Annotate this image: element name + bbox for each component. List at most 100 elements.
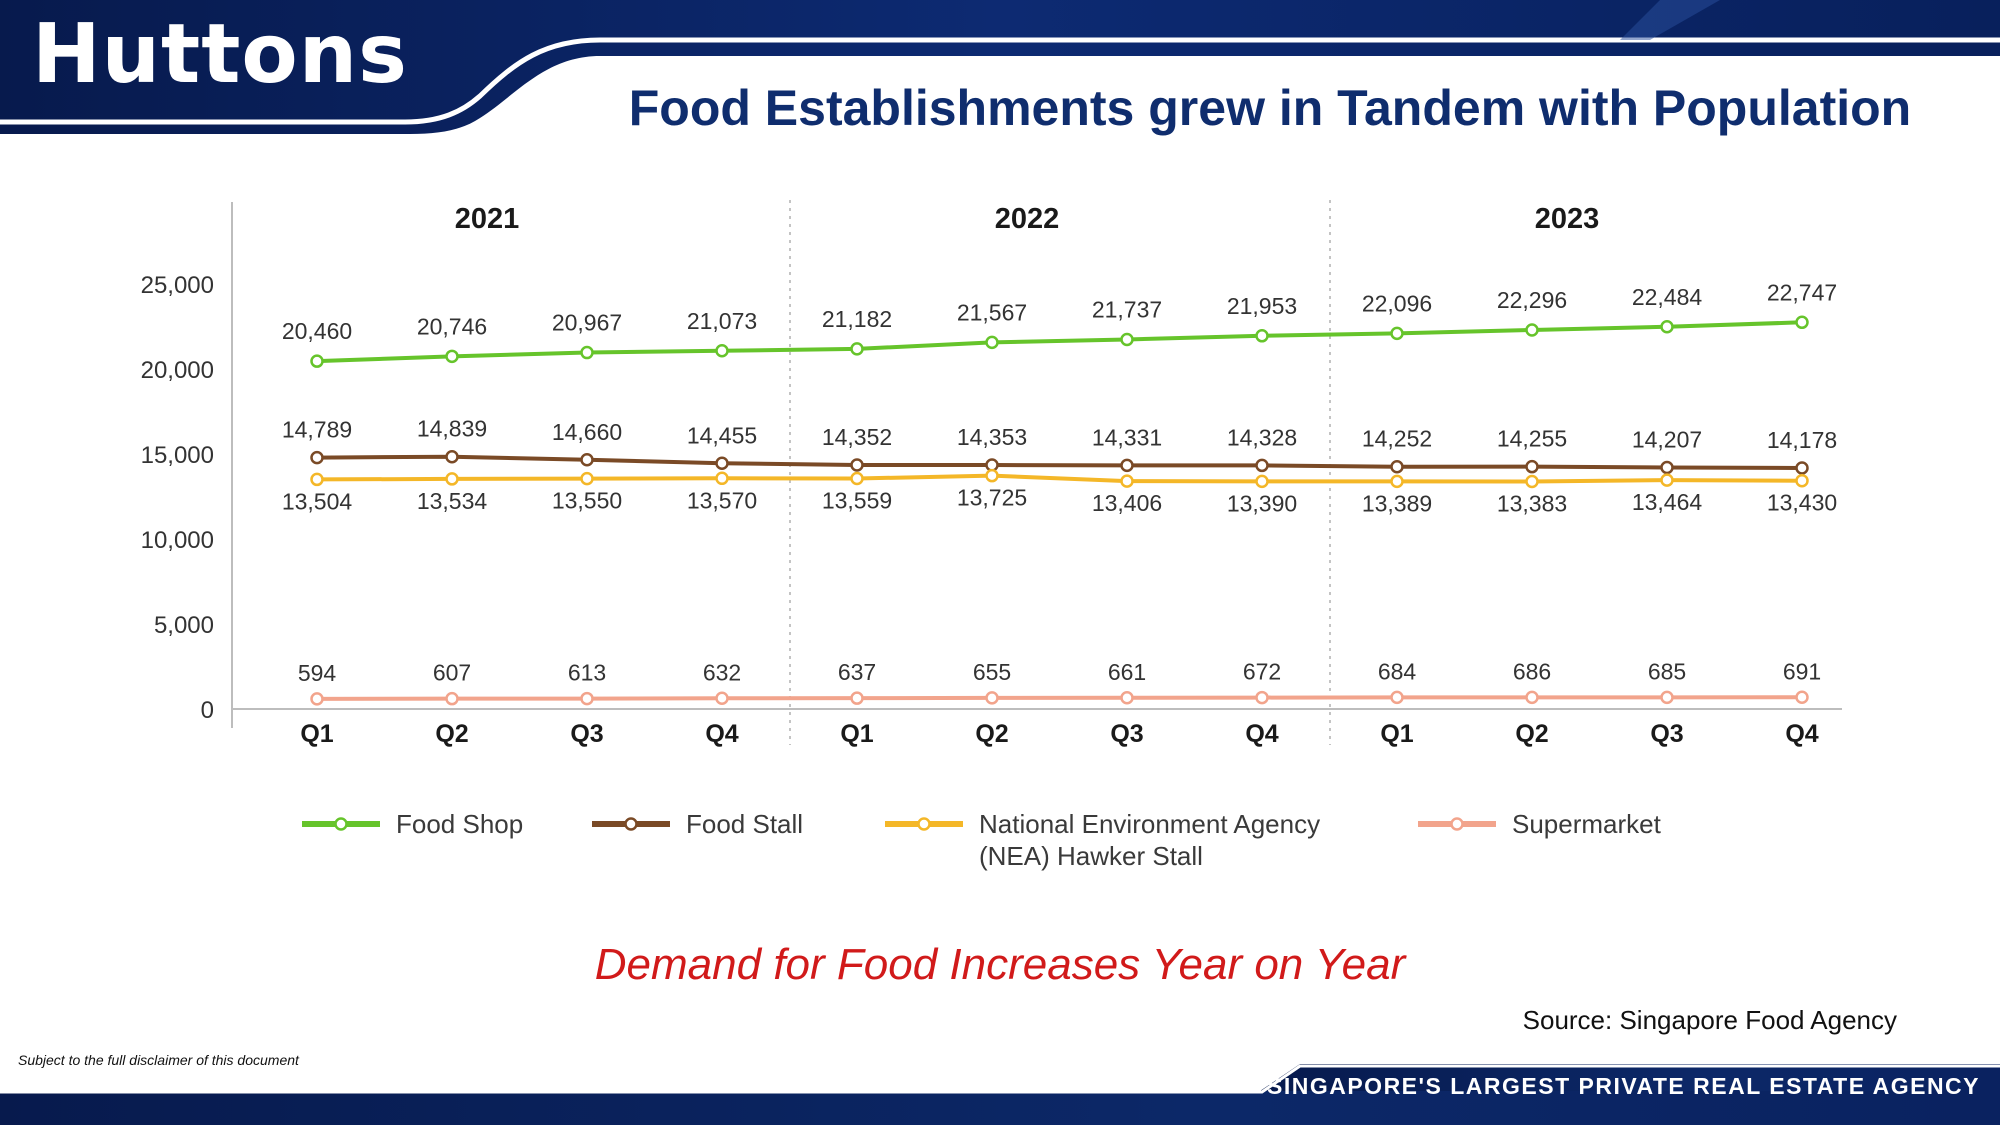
nea-hawker-stall-data-label: 13,559 [822,487,892,513]
supermarket-point [580,691,594,706]
legend-label: Food Stall [686,809,804,839]
x-tick-label: Q3 [570,720,603,748]
supermarket-swatch [1418,817,1496,831]
supermarket-point [1255,690,1269,705]
food-stall-data-label: 14,352 [822,424,892,450]
food-stall-data-label: 14,789 [282,417,352,443]
year-header: 2022 [995,203,1060,235]
nea-hawker-stall-point [1390,474,1404,489]
y-tick-label: 25,000 [141,272,214,299]
x-tick-label: Q3 [1110,720,1143,748]
nea-hawker-stall-data-label: 13,430 [1767,490,1837,516]
food-stall-point [1120,458,1134,473]
supermarket-data-label: 661 [1108,659,1146,685]
nea-hawker-stall-point [445,472,459,486]
supermarket-data-label: 607 [433,660,471,686]
food-stall-data-label: 14,455 [687,422,757,448]
footer-banner [0,1064,2000,1125]
legend-label-line-2: (NEA) Hawker Stall [979,841,1203,871]
food-stall-point [1525,459,1539,474]
legend-label-line-1: National Environment Agency [979,809,1321,839]
x-tick-label: Q4 [1245,720,1278,748]
x-tick-label: Q2 [975,720,1008,748]
header-banner [0,0,2000,134]
footer-tab [1260,1064,2000,1091]
food-stall-point [1660,460,1674,475]
food-shop-point [1525,323,1539,337]
supermarket-point [715,691,729,706]
nea-hawker-stall-data-label: 13,389 [1362,490,1432,516]
year-header: 2023 [1535,203,1600,235]
supermarket-point [310,692,324,706]
food-stall-point [715,456,729,471]
food-shop-point [1390,326,1404,341]
supermarket-data-label: 655 [973,659,1011,685]
food-shop-point [580,345,594,360]
year-header: 2021 [455,203,520,235]
supermarket-point [1525,690,1539,705]
legend-label-multiline: National Environment Agency (NEA) Hawker… [979,808,1320,872]
nea-hawker-stall-point [580,471,594,486]
food-shop-data-label: 22,747 [1767,279,1837,305]
food-shop-point [310,354,324,368]
food-stall-data-label: 14,328 [1227,424,1297,450]
x-tick-label: Q4 [705,720,738,748]
food-shop-point [985,335,999,350]
supermarket-data-label: 613 [568,660,606,686]
supermarket-data-label: 632 [703,659,741,685]
banner-light-streak [1620,0,1720,40]
food-shop-point [1120,332,1134,347]
food-shop-point [1660,320,1674,334]
food-shop-data-label: 21,567 [957,299,1027,325]
food-shop-point [850,342,864,356]
food-shop-point [445,349,459,364]
supermarket-line [316,695,1803,701]
food-shop-point [1795,315,1809,330]
supermarket-point [1795,690,1809,705]
food-shop-data-label: 22,096 [1362,290,1432,316]
x-tick-label: Q1 [1380,720,1413,748]
y-tick-label: 10,000 [141,527,214,554]
food-stall-data-label: 14,178 [1767,427,1837,453]
food-stall-swatch [592,817,670,831]
series-group: 20,460 20,746 20,967 21,073 21,182 21,567 21,7… [282,279,1837,706]
nea-hawker-stall-data-label: 13,570 [687,487,757,513]
food-shop-data-label: 22,484 [1632,284,1703,310]
food-stall-data-label: 14,255 [1497,426,1567,452]
food-shop-data-label: 20,967 [552,310,622,336]
y-axis-ticks: 25,000 20,000 15,000 10,000 5,000 0 [141,272,214,724]
food-shop-point [1255,329,1269,343]
nea-hawker-stall-point [985,468,999,483]
food-shop-data-label: 20,746 [417,313,487,339]
footer-slogan: SINGAPORE'S LARGEST PRIVATE REAL ESTATE … [1267,1073,1980,1099]
nea-hawker-stall-point [310,472,324,487]
supermarket-data-label: 685 [1648,658,1686,684]
food-stall-point [580,453,594,467]
legend-label: Food Shop [396,809,524,839]
nea-hawker-stall-point [1525,474,1539,489]
food-shop-data-label: 22,296 [1497,287,1567,313]
food-stall-data-label: 14,331 [1092,424,1162,450]
supermarket-point [1120,691,1134,705]
nea-hawker-stall-point [850,471,864,486]
food-shop-data-label: 21,953 [1227,293,1297,319]
supermarket-point [1390,690,1404,705]
nea-hawker-stall-point [1795,473,1809,488]
food-stall-data-label: 14,353 [957,424,1027,450]
nea-hawker-stall-data-label: 13,390 [1227,490,1297,516]
supermarket-data-label: 594 [298,660,337,686]
year-headers: 2021 2022 2023 [455,203,1600,235]
food-shop-data-label: 21,737 [1092,296,1162,322]
nea-hawker-stall-point [1120,474,1134,488]
supermarket-point [1660,690,1674,705]
y-tick-label: 0 [201,697,214,724]
food-shop-point [715,344,729,358]
supermarket-data-label: 691 [1783,658,1821,684]
source-note: Source: Singapore Food Agency [1522,1005,1897,1035]
food-shop-data-label: 21,182 [822,306,892,332]
x-axis-ticks: Q1 Q2 Q3 Q4 Q1 Q2 Q3 Q4 Q1 Q2 Q3 Q4 [300,720,1818,748]
nea-hawker-stall-point [1255,474,1269,489]
legend-label: Supermarket [1512,809,1661,839]
nea-hawker-stall-data-label: 13,464 [1632,489,1703,515]
